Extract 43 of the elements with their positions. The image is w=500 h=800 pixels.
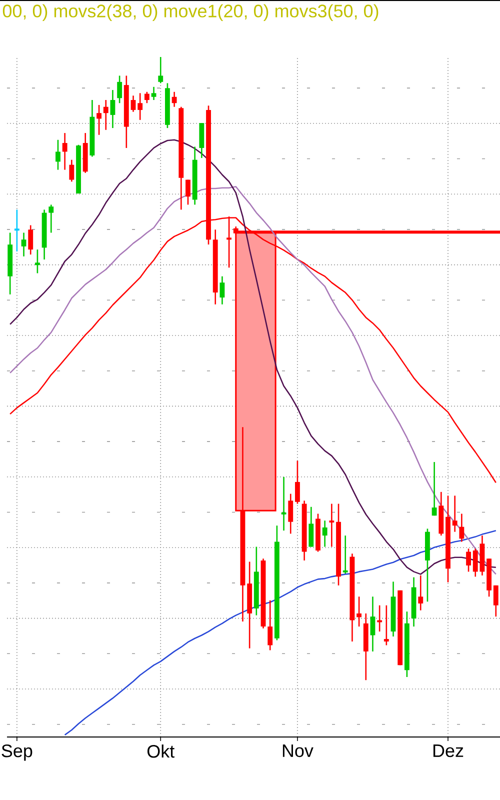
candlestick <box>14 209 20 252</box>
candlestick <box>48 204 54 234</box>
candlestick <box>356 596 362 628</box>
candlestick <box>117 75 122 104</box>
candlestick <box>186 179 190 206</box>
candlestick <box>342 534 348 574</box>
candlestick <box>96 104 102 136</box>
candlestick <box>288 493 294 534</box>
candlestick <box>69 159 74 182</box>
text: 00, 0) movs2(38, 0) move1(20, 0) movs3(50, 0) <box>2 4 378 21</box>
candlestick <box>110 89 116 129</box>
candlestick <box>158 56 164 84</box>
x-tick-label: Nov <box>282 744 314 758</box>
candlestick <box>452 495 458 532</box>
x-tick-label: Dez <box>433 744 464 758</box>
x-tick-label: Okt <box>147 744 174 758</box>
candlestick <box>322 520 328 548</box>
candlestick <box>220 276 225 306</box>
candlestick <box>418 574 424 611</box>
candlestick <box>56 139 60 170</box>
candlestick <box>308 506 314 548</box>
candlestick <box>370 596 376 652</box>
candlestick <box>295 460 300 504</box>
candlestick <box>466 548 471 572</box>
candlestick <box>103 99 108 131</box>
candlestick <box>151 86 156 101</box>
candlestick <box>28 224 34 256</box>
candlestick <box>144 91 150 104</box>
x-tick-label: Sep <box>2 744 32 761</box>
candlestick <box>377 604 382 632</box>
candlestick <box>21 232 26 258</box>
candlestick <box>138 92 143 121</box>
candlestick <box>493 584 498 618</box>
candlestick <box>281 476 286 532</box>
candlestick <box>268 600 273 651</box>
candlestick <box>172 91 177 108</box>
candlestick <box>34 248 40 274</box>
candlestick <box>130 94 136 112</box>
candlestick <box>459 513 464 542</box>
candlestick <box>384 604 389 646</box>
candlestick <box>432 461 437 516</box>
candlestick <box>62 132 68 170</box>
candlestick <box>329 503 334 548</box>
